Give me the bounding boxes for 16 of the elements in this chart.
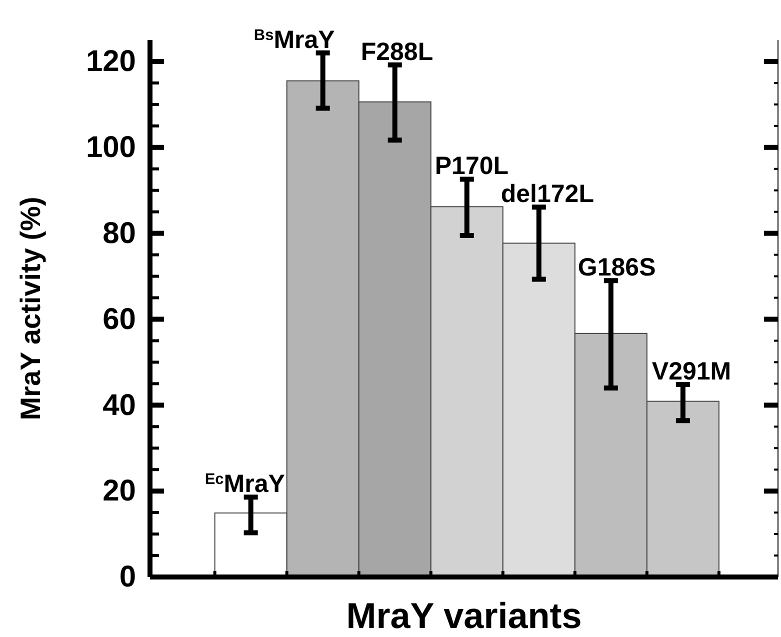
annotation: P170L [434,152,509,180]
y-tick-label: 0 [119,560,136,594]
annotation: del172L [500,180,594,208]
y-tick-label: 80 [102,216,136,250]
annotation: $^{Ec}$MraY [204,470,286,498]
y-tick-label: 100 [86,131,136,164]
y-tick-label: 120 [86,45,136,78]
annotation: V291M [652,358,732,386]
annotation: G186S [578,254,656,282]
y-tick-label: 60 [102,302,136,336]
y-tick-label: 40 [102,388,136,422]
y-axis-title: MraY activity (%) [15,196,46,420]
annotation: F288L [360,38,434,66]
annotation: $^{Bs}$MraY [254,26,336,54]
x-axis-title: MraY variants [346,595,582,636]
y-tick-label: 20 [102,474,136,508]
